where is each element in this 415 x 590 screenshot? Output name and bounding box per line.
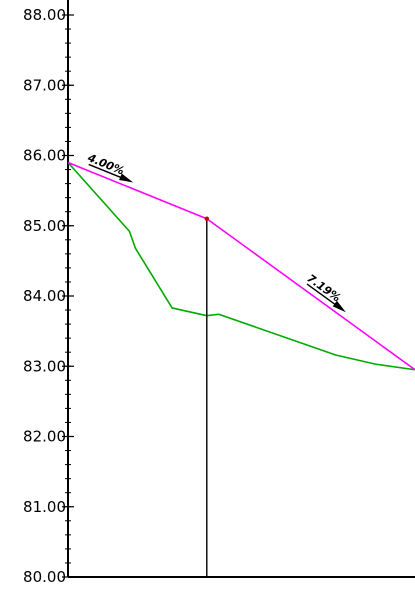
existing-ground-line bbox=[67, 161, 415, 371]
proposed-grade-line bbox=[67, 161, 415, 371]
grade-arrow-head bbox=[332, 300, 346, 313]
y-axis: 80.00 81.00 82.00 83.00 84.00 85.00 86.00 87.00… bbox=[23, 0, 415, 586]
grade-arrow-shaft bbox=[88, 163, 123, 179]
y-tick-label: 84.00 bbox=[23, 287, 66, 305]
grade-label-text: 7.19% bbox=[305, 272, 344, 305]
y-tick-label: 86.00 bbox=[23, 147, 66, 165]
series-layer bbox=[67, 161, 415, 371]
grade-arrow-shaft bbox=[306, 283, 337, 306]
y-tick-label: 82.00 bbox=[23, 428, 66, 446]
marker-layer bbox=[204, 216, 209, 577]
y-tick-label: 88.00 bbox=[23, 6, 66, 24]
y-tick-label: 80.00 bbox=[23, 568, 66, 586]
grade-label-text: 4.00% bbox=[85, 151, 126, 178]
y-tick-label: 83.00 bbox=[23, 357, 66, 375]
y-tick-label: 87.00 bbox=[23, 76, 66, 94]
grade-label-layer: 4.00% 7.19% bbox=[85, 151, 346, 313]
y-tick-label: 85.00 bbox=[23, 217, 66, 235]
grade-arrow-head bbox=[119, 173, 134, 183]
y-tick-label: 81.00 bbox=[23, 498, 66, 516]
pvi-point bbox=[204, 216, 209, 221]
